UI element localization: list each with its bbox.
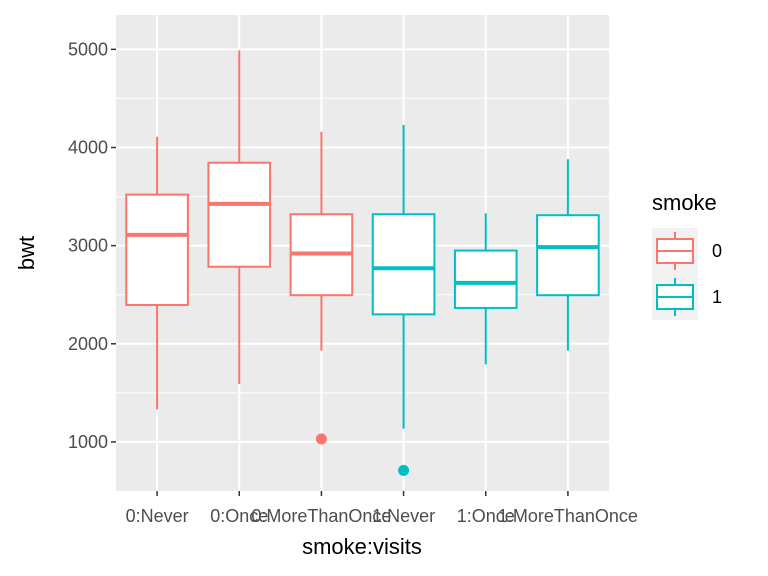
box-iqr <box>207 161 272 268</box>
y-tick-label: 2000 <box>68 334 108 354</box>
minor-gridlines <box>116 97 609 394</box>
x-tick-label: 0:Once <box>210 506 268 526</box>
y-axis-title: bwt <box>14 236 39 270</box>
legend-key-1: 1 <box>652 274 722 320</box>
legend-key-0: 0 <box>652 228 722 274</box>
outlier-point <box>315 433 327 445</box>
box-iqr <box>125 193 189 307</box>
x-tick-label: 1:Never <box>372 506 435 526</box>
outlier-point <box>398 464 410 476</box>
y-tick-label: 4000 <box>68 137 108 157</box>
box-iqr <box>536 214 600 297</box>
legend-title: smoke <box>652 190 717 215</box>
box-0:Never <box>125 136 189 410</box>
legend-label: 1 <box>712 287 722 307</box>
y-axis: 1000 2000 3000 4000 5000 <box>68 39 116 452</box>
y-tick-label: 5000 <box>68 39 108 59</box>
x-axis-title: smoke:visits <box>302 534 422 559</box>
y-tick-label: 3000 <box>68 236 108 256</box>
plot-panel <box>116 15 609 491</box>
legend-label: 0 <box>712 241 722 261</box>
y-tick-label: 1000 <box>68 432 108 452</box>
box-iqr <box>371 213 436 316</box>
box-1:Once <box>453 213 518 365</box>
legend: smoke 01 <box>652 190 722 320</box>
x-tick-label: 1:Once <box>457 506 515 526</box>
x-tick-label: 0:MoreThanOnce <box>251 506 391 526</box>
box-1:MoreThanOnce <box>536 159 600 351</box>
x-tick-label: 0:Never <box>126 506 189 526</box>
box-iqr <box>453 249 518 309</box>
box-0:Once <box>207 50 272 385</box>
box-0:MoreThanOnce <box>289 131 354 445</box>
legend-keys: 01 <box>652 228 722 320</box>
box-layer <box>125 50 600 476</box>
x-tick-label: 1:MoreThanOnce <box>498 506 638 526</box>
box-1:Never <box>371 124 436 476</box>
